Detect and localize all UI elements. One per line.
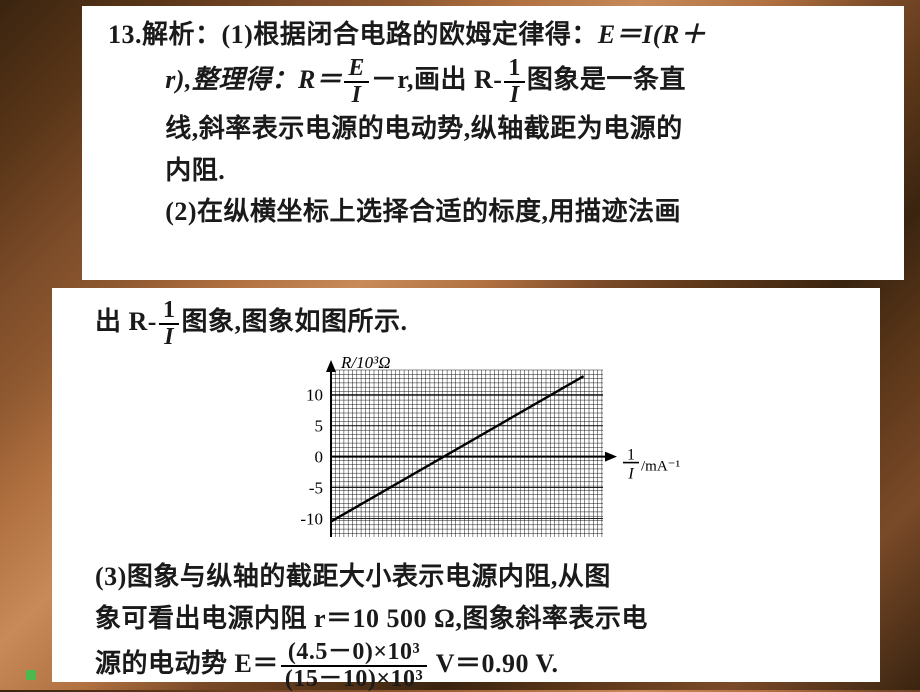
svg-text:5: 5 [315,417,324,436]
line-4: 内阻. [108,150,882,192]
text-2a: r),整理得：R＝ [165,65,342,94]
text-2c: 图象是一条直 [527,65,686,94]
b-text-1b: 图象,图象如图所示. [181,307,407,336]
svg-text:1: 1 [627,447,635,464]
slide-bullet-row [26,666,44,684]
chart-container: 10 5 0 -5 -10 R/10³Ω 1 I/mA⁻¹ [82,352,854,552]
problem-number: 13. [108,20,142,49]
line-1: 13.解析：(1)根据闭合电路的欧姆定律得：E＝I(R＋ [108,14,882,56]
fraction-1-over-I-b: 1I [159,298,180,350]
b-line-3: 象可看出电源内阻 r＝10 500 Ω,图象斜率表示电 [82,598,854,640]
eq-1: E＝I(R＋ [598,20,706,49]
svg-text:R/10³Ω: R/10³Ω [340,353,391,372]
solution-panel-bottom: 出 R-1I图象,图象如图所示. 1050-5-10R/10³Ω1I/mA⁻¹ … [52,288,880,682]
b-line-2: (3)图象与纵轴的截距大小表示电源内阻,从图 [82,556,854,598]
bullet-icon [26,670,36,680]
b-line-4: 源的电动势 E＝(4.5－0)×10³(15－10)×10³ V＝0.90 V. [82,640,854,692]
fraction-E-over-I: EI [344,56,369,108]
svg-text:0: 0 [315,448,324,467]
fraction-1-over-I: 1I [504,56,525,108]
line-2: r),整理得：R＝EI－r,画出 R-1I图象是一条直 [108,56,882,108]
text-2b: －r,画出 R- [371,65,503,94]
b-text-4b: V＝0.90 V. [429,649,558,678]
solution-panel-top: 13.解析：(1)根据闭合电路的欧姆定律得：E＝I(R＋ r),整理得：R＝EI… [82,6,904,280]
b-line-1: 出 R-1I图象,图象如图所示. [82,298,854,350]
svg-text:10: 10 [306,386,323,405]
svg-text:-5: -5 [309,479,323,498]
fraction-emf: (4.5－0)×10³(15－10)×10³ [281,640,427,692]
b-text-4a: 源的电动势 E＝ [95,649,279,678]
r-vs-inverse-i-chart: 10 5 0 -5 -10 R/10³Ω 1 I/mA⁻¹ [253,352,683,547]
line-3: 线,斜率表示电源的电动势,纵轴截距为电源的 [108,108,882,150]
svg-text:/mA⁻¹: /mA⁻¹ [641,459,680,475]
svg-text:-10: -10 [300,510,323,529]
text-1a: 解析：(1)根据闭合电路的欧姆定律得： [142,20,598,49]
line-5: (2)在纵横坐标上选择合适的标度,用描迹法画 [108,191,882,233]
svg-text:I: I [627,466,634,483]
b-text-1a: 出 R- [95,307,157,336]
